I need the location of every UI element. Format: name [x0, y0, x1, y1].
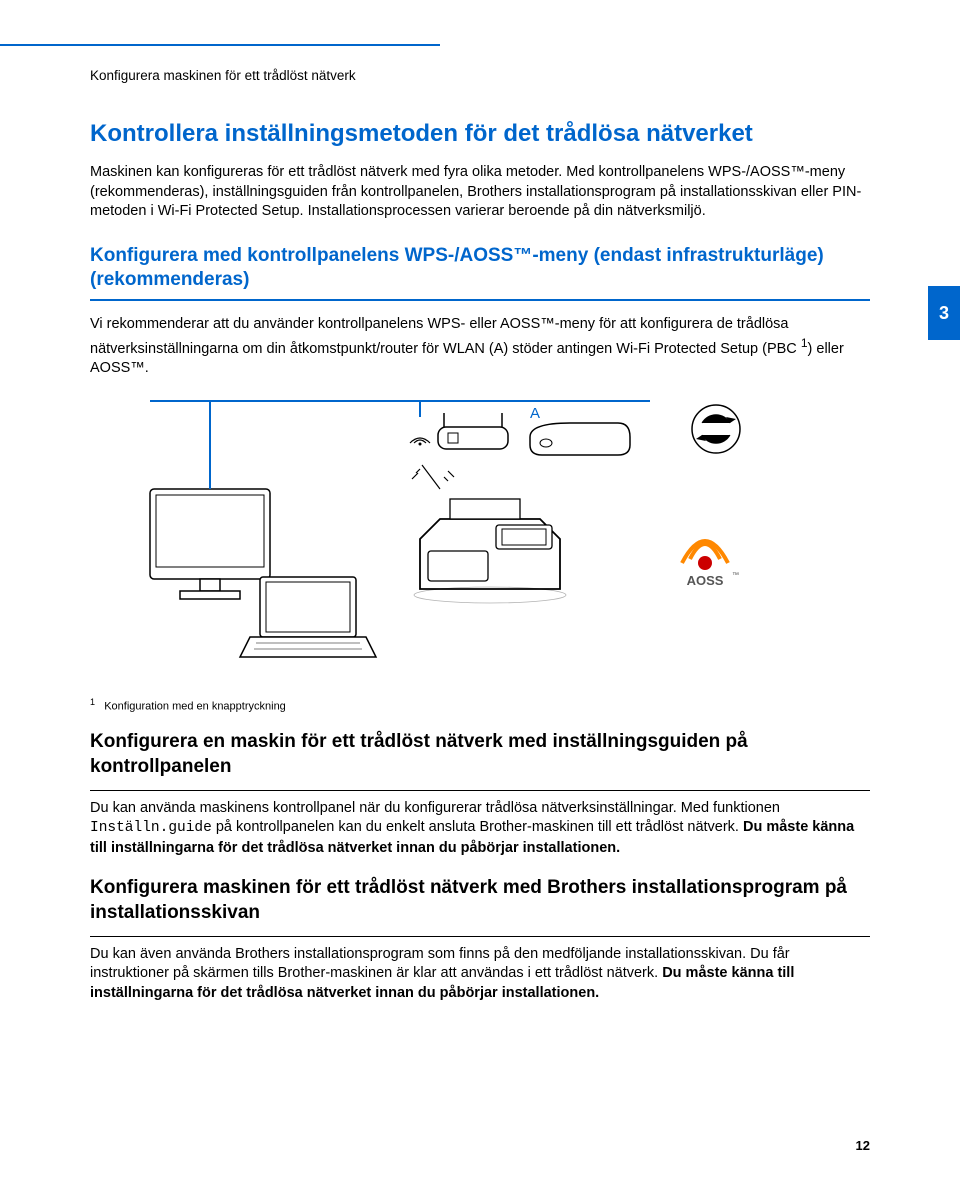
- diagram-svg: AOSS ™: [90, 389, 870, 679]
- footnote-text: Konfiguration med en knapptryckning: [104, 700, 286, 712]
- top-rule: [0, 44, 440, 46]
- section-1-paragraph: Vi rekommenderar att du använder kontrol…: [90, 315, 870, 379]
- section-3-heading: Konfigurera maskinen för ett trådlöst nä…: [90, 876, 870, 925]
- chapter-number: 3: [939, 303, 949, 324]
- section-1-para-pre: Vi rekommenderar att du använder kontrol…: [90, 316, 801, 356]
- section-rule: [90, 299, 870, 301]
- section-2-mono: Inställn.guide: [90, 820, 212, 836]
- section-1-heading: Konfigurera med kontrollpanelens WPS-/AO…: [90, 244, 870, 297]
- section-3-paragraph: Du kan även använda Brothers installatio…: [90, 945, 870, 1004]
- page-number: 12: [856, 1138, 870, 1153]
- thin-rule: [90, 790, 870, 791]
- page-title: Kontrollera inställningsmetoden för det …: [90, 119, 870, 149]
- running-head: Konfigurera maskinen för ett trådlöst nä…: [90, 68, 870, 83]
- network-diagram: AOSS ™ A: [90, 389, 870, 679]
- chapter-tab: 3: [928, 286, 960, 340]
- footnote-marker: 1: [90, 697, 95, 707]
- section-2-paragraph: Du kan använda maskinens kontrollpanel n…: [90, 799, 870, 859]
- section-2-mid: på kontrollpanelen kan du enkelt ansluta…: [212, 819, 743, 835]
- footnote-ref: 1: [801, 336, 808, 350]
- section-2-pre: Du kan använda maskinens kontrollpanel n…: [90, 800, 780, 816]
- footnote: 1 Konfiguration med en knapptryckning: [90, 697, 870, 713]
- diagram-label-a: A: [530, 405, 540, 422]
- page-content: Konfigurera maskinen för ett trådlöst nä…: [0, 0, 960, 1003]
- svg-text:™: ™: [732, 572, 739, 579]
- thin-rule-2: [90, 936, 870, 937]
- section-1-heading-wrap: Konfigurera med kontrollpanelens WPS-/AO…: [90, 244, 870, 301]
- intro-paragraph: Maskinen kan konfigureras för ett trådlö…: [90, 163, 870, 222]
- svg-text:AOSS: AOSS: [687, 573, 724, 588]
- section-2-heading: Konfigurera en maskin för ett trådlöst n…: [90, 730, 870, 779]
